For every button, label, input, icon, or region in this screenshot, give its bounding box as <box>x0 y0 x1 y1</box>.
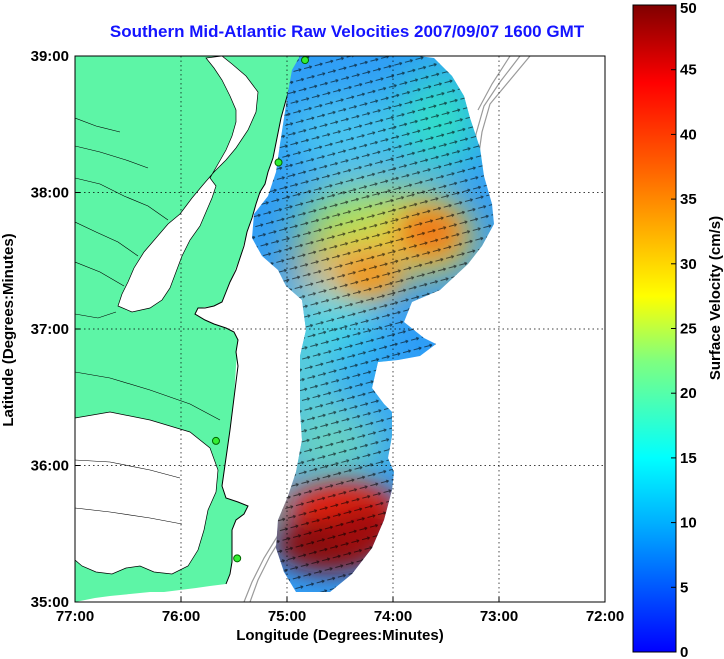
colorbar-tick-label: 50 <box>680 0 697 17</box>
radar-station-marker <box>233 554 242 563</box>
colorbar-tick-label: 25 <box>680 321 697 338</box>
latitude-tick-label: 35:00 <box>31 594 69 611</box>
colorbar-tick-label: 20 <box>680 385 697 402</box>
latitude-tick-label: 36:00 <box>31 458 69 475</box>
page-title: Southern Mid-Atlantic Raw Velocities 200… <box>109 22 585 41</box>
longitude-tick-label: 75:00 <box>268 608 306 625</box>
colorbar-tick-label: 10 <box>680 515 697 532</box>
latitude-tick-label: 38:00 <box>31 185 69 202</box>
x-axis-label: Longitude (Degrees:Minutes) <box>236 627 444 644</box>
coastline <box>194 56 301 585</box>
colorbar-tick-label: 45 <box>680 62 697 79</box>
latitude-tick-label: 39:00 <box>31 48 69 65</box>
radar-station-marker <box>274 158 283 167</box>
colorbar-tick-label: 5 <box>680 579 688 596</box>
colorbar-tick-label: 35 <box>680 191 697 208</box>
radar-station-marker <box>211 436 220 445</box>
colorbar-tick-label: 0 <box>680 644 688 659</box>
latitude-tick-label: 37:00 <box>31 321 69 338</box>
colorbar-tick-label: 40 <box>680 126 697 143</box>
rivers <box>75 117 221 525</box>
longitude-tick-label: 76:00 <box>162 608 200 625</box>
colorbar-tick-label: 30 <box>680 256 697 273</box>
coastal-water <box>195 200 300 506</box>
longitude-tick-label: 74:00 <box>374 608 412 625</box>
grid-lines <box>75 56 605 602</box>
colorbar <box>632 4 677 653</box>
longitude-tick-label: 77:00 <box>56 608 94 625</box>
longitude-ticks: 77:00 76:00 75:00 74:00 73:00 72:00 <box>56 597 624 625</box>
colorbar-label: Surface Velocity (cm/s) <box>707 216 724 380</box>
bay-water <box>117 56 259 313</box>
radar-stations <box>211 56 310 563</box>
sound-water <box>75 411 219 575</box>
radar-station-marker <box>301 56 310 65</box>
y-axis-label: Latitude (Degrees:Minutes) <box>0 233 17 426</box>
longitude-tick-label: 72:00 <box>586 608 624 625</box>
colorbar-ticks: 0 5 10 15 20 25 30 35 40 45 50 <box>671 0 697 659</box>
colorbar-tick-label: 15 <box>680 450 697 467</box>
longitude-tick-label: 73:00 <box>480 608 518 625</box>
latitude-ticks: 35:00 36:00 37:00 38:00 39:00 <box>31 48 80 611</box>
